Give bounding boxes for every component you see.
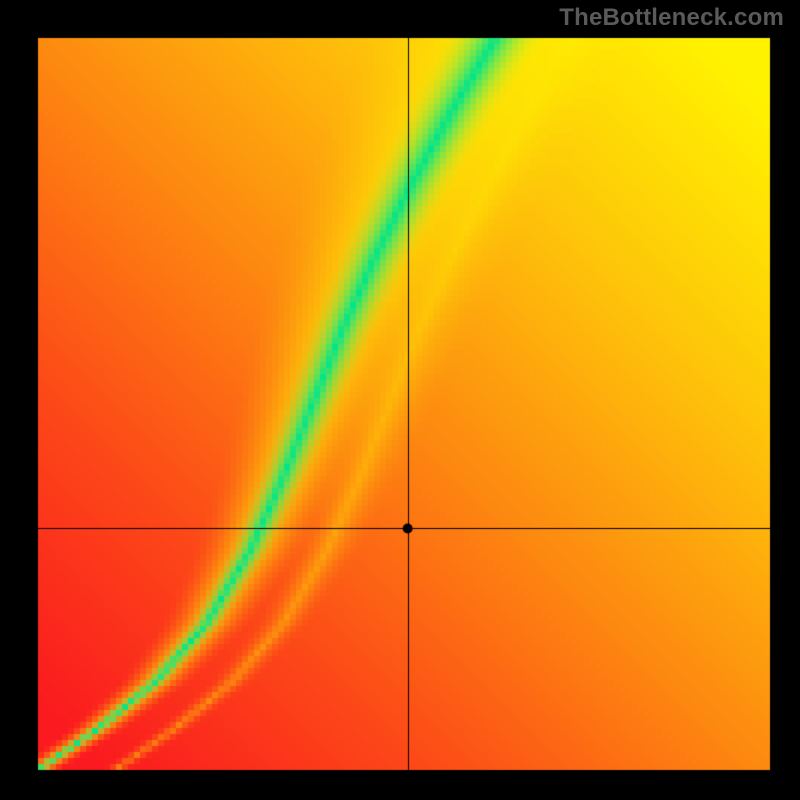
bottleneck-heatmap-canvas xyxy=(0,0,800,800)
stage: TheBottleneck.com xyxy=(0,0,800,800)
watermark-text: TheBottleneck.com xyxy=(559,4,784,32)
